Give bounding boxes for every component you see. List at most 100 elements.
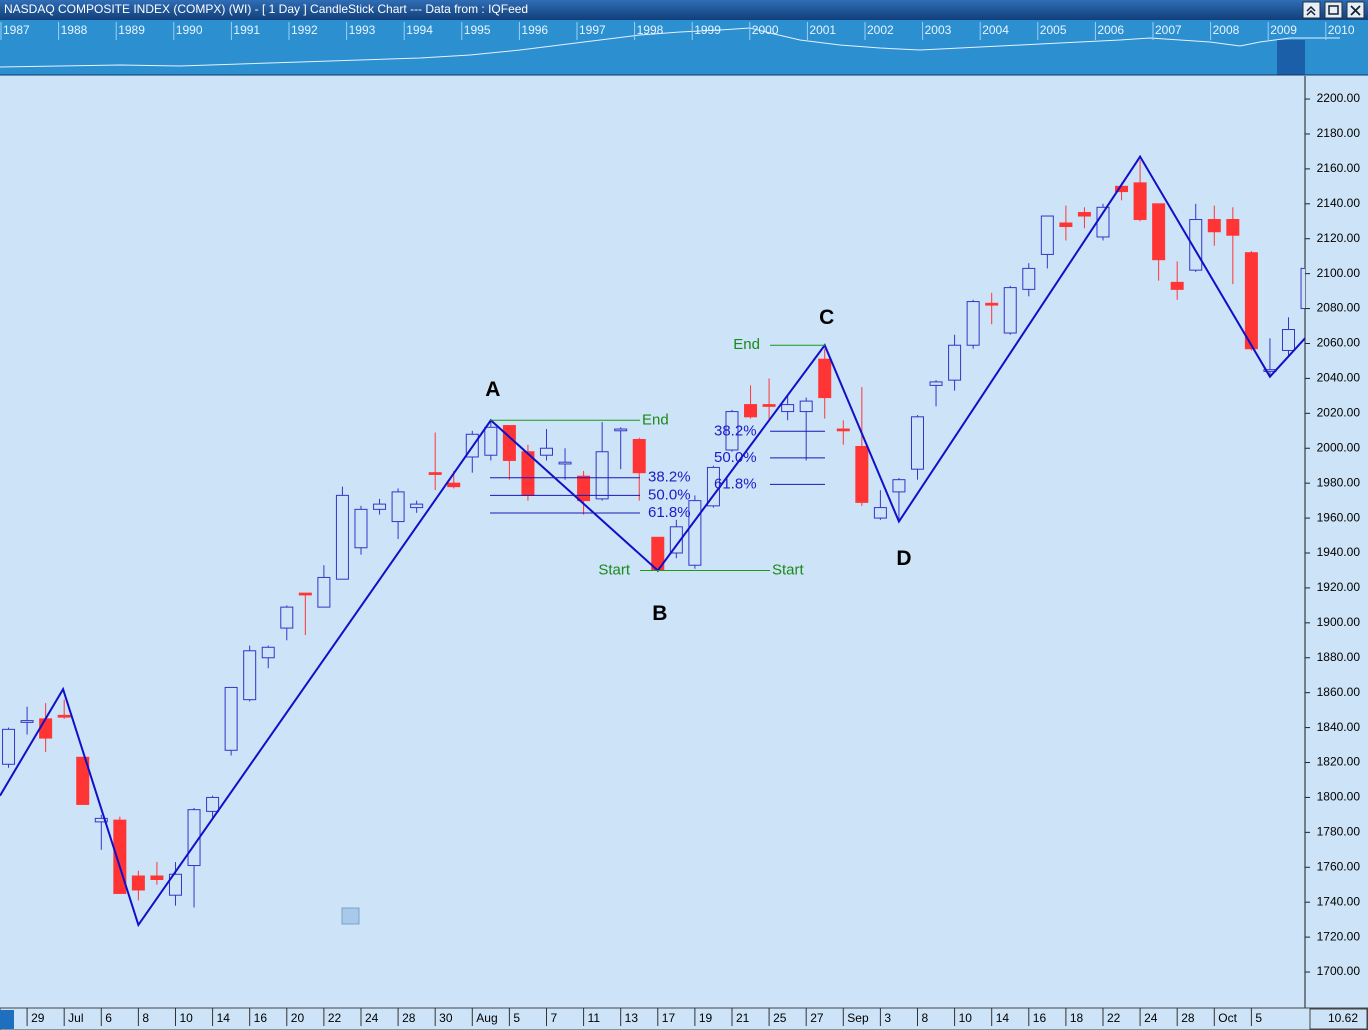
candle-body [1244, 252, 1258, 350]
candle-body [410, 503, 424, 509]
candle-body [539, 447, 553, 456]
candle-body [818, 358, 832, 399]
x-axis-band [0, 1007, 1368, 1030]
candle-body [20, 720, 34, 723]
y-tick-label: 2180.00 [1317, 126, 1361, 140]
candle-body [1207, 219, 1221, 233]
y-tick-label: 1900.00 [1317, 615, 1361, 629]
year-strip-selection[interactable] [1277, 40, 1305, 75]
x-tick-label: 5 [513, 1011, 520, 1025]
candle-body [243, 650, 257, 701]
collapse-button[interactable] [1302, 1, 1321, 19]
x-tick-label: 17 [662, 1011, 676, 1025]
candle-body [224, 686, 238, 751]
candle-body [762, 404, 776, 407]
fib-level-label: 61.8% [714, 475, 757, 492]
year-strip[interactable] [0, 20, 1368, 75]
y-tick-label: 2140.00 [1317, 196, 1361, 210]
candle-body [1059, 222, 1073, 228]
candle-body [1281, 329, 1295, 351]
candle-body [1226, 219, 1240, 236]
year-label: 1988 [61, 23, 88, 37]
x-tick-label: 3 [884, 1011, 891, 1025]
x-tick-label: Sep [847, 1011, 869, 1025]
fib-start-label: Start [598, 561, 631, 578]
candle-body [76, 756, 90, 805]
year-label: 1991 [233, 23, 260, 37]
x-tick-label: 24 [365, 1011, 379, 1025]
tool-icon[interactable] [341, 907, 360, 925]
candle-body [39, 718, 53, 739]
year-label: 1992 [291, 23, 318, 37]
candle-body [688, 500, 702, 566]
candle-body [502, 425, 516, 461]
year-label: 1997 [579, 23, 606, 37]
x-tick-label: 29 [31, 1011, 45, 1025]
candle-body [206, 796, 220, 812]
x-tick-label: 5 [1255, 1011, 1262, 1025]
candle-body [744, 404, 758, 418]
candle-body [131, 875, 145, 891]
year-label: 1999 [694, 23, 721, 37]
y-tick-label: 1700.00 [1317, 964, 1361, 978]
year-label: 2005 [1040, 23, 1067, 37]
candle-body [484, 426, 498, 456]
candle-body [373, 503, 387, 510]
candle-body [298, 592, 312, 596]
x-tick-label: 8 [921, 1011, 928, 1025]
year-label: 1998 [637, 23, 664, 37]
candle-body [669, 526, 683, 554]
window-buttons[interactable] [1302, 1, 1365, 19]
scroll-thumb[interactable] [0, 1010, 14, 1029]
y-tick-label: 2040.00 [1317, 371, 1361, 385]
fib-level-label: 50.0% [648, 486, 691, 503]
corner-value: 10.62 [1328, 1011, 1358, 1025]
y-tick-label: 2000.00 [1317, 440, 1361, 454]
year-label: 2009 [1270, 23, 1297, 37]
candle-body [1152, 203, 1166, 261]
zigzag-line [0, 154, 1305, 928]
candle-body [595, 451, 609, 500]
x-tick-label: 20 [291, 1011, 305, 1025]
candle-body [2, 728, 16, 765]
candle-body [150, 875, 164, 880]
year-label: 1987 [3, 23, 30, 37]
year-label: 2010 [1328, 23, 1355, 37]
year-label: 2001 [809, 23, 836, 37]
y-tick-label: 2060.00 [1317, 336, 1361, 350]
y-tick-label: 1880.00 [1317, 650, 1361, 664]
fib-level-label: 50.0% [714, 449, 757, 466]
candle-body [1133, 182, 1147, 221]
candle-body [614, 428, 628, 432]
candle-body [855, 445, 869, 503]
x-tick-label: 28 [402, 1011, 416, 1025]
candle-body [335, 494, 349, 580]
fib-start-label: Start [772, 561, 805, 578]
y-tick-label: 2080.00 [1317, 301, 1361, 315]
year-label: 1994 [406, 23, 433, 37]
pivot-label: B [652, 602, 667, 625]
x-tick-label: 19 [699, 1011, 713, 1025]
y-tick-label: 1760.00 [1317, 859, 1361, 873]
candle-body [1170, 281, 1184, 290]
fib-end-label: End [642, 411, 669, 428]
x-tick-label: 6 [105, 1011, 112, 1025]
year-label: 2000 [752, 23, 779, 37]
restore-button[interactable] [1324, 1, 1343, 19]
year-label: 2003 [925, 23, 952, 37]
fib-level-label: 38.2% [648, 469, 691, 486]
year-label: 2004 [982, 23, 1009, 37]
candle-body [632, 439, 646, 474]
candle-body [966, 301, 980, 346]
x-tick-label: 16 [1033, 1011, 1047, 1025]
x-tick-label: 21 [736, 1011, 750, 1025]
x-tick-label: 8 [142, 1011, 149, 1025]
candle-body [1003, 287, 1017, 334]
year-label: 1993 [349, 23, 376, 37]
candle-body [94, 817, 108, 823]
y-tick-label: 1980.00 [1317, 475, 1361, 489]
y-tick-label: 1920.00 [1317, 580, 1361, 594]
candle-body [1040, 215, 1054, 255]
